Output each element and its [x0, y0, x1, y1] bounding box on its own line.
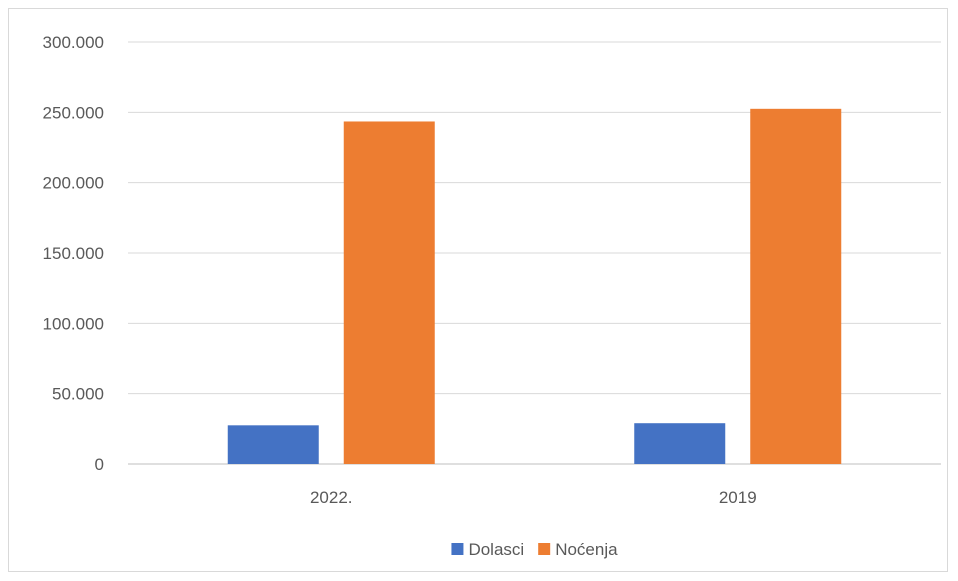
bar-dolasci-0 [227, 425, 319, 464]
x-tick-label: 2019 [719, 488, 757, 507]
x-axis-tick-labels: 2022. 2019 [310, 488, 757, 507]
x-tick-label: 2022. [310, 488, 353, 507]
y-tick-label: 100.000 [43, 314, 104, 333]
y-tick-label: 200.000 [43, 174, 104, 193]
bar-noenja-0 [343, 121, 435, 464]
legend-swatch [538, 543, 551, 555]
y-tick-label: 300.000 [43, 33, 104, 52]
y-tick-label: 0 [95, 455, 104, 474]
legend-swatch [451, 543, 464, 555]
bar-noenja-1 [750, 108, 842, 465]
legend-label: Noćenja [555, 540, 618, 559]
y-tick-label: 50.000 [52, 385, 104, 404]
legend: Dolasci Noćenja [451, 540, 618, 559]
y-tick-label: 150.000 [43, 244, 104, 263]
legend-label: Dolasci [468, 540, 524, 559]
y-tick-label: 250.000 [43, 103, 104, 122]
y-axis-tick-labels: 0 50.000 100.000 150.000 200.000 250.000 300.0… [43, 33, 104, 474]
bars [227, 108, 842, 465]
bar-dolasci-1 [634, 423, 726, 464]
